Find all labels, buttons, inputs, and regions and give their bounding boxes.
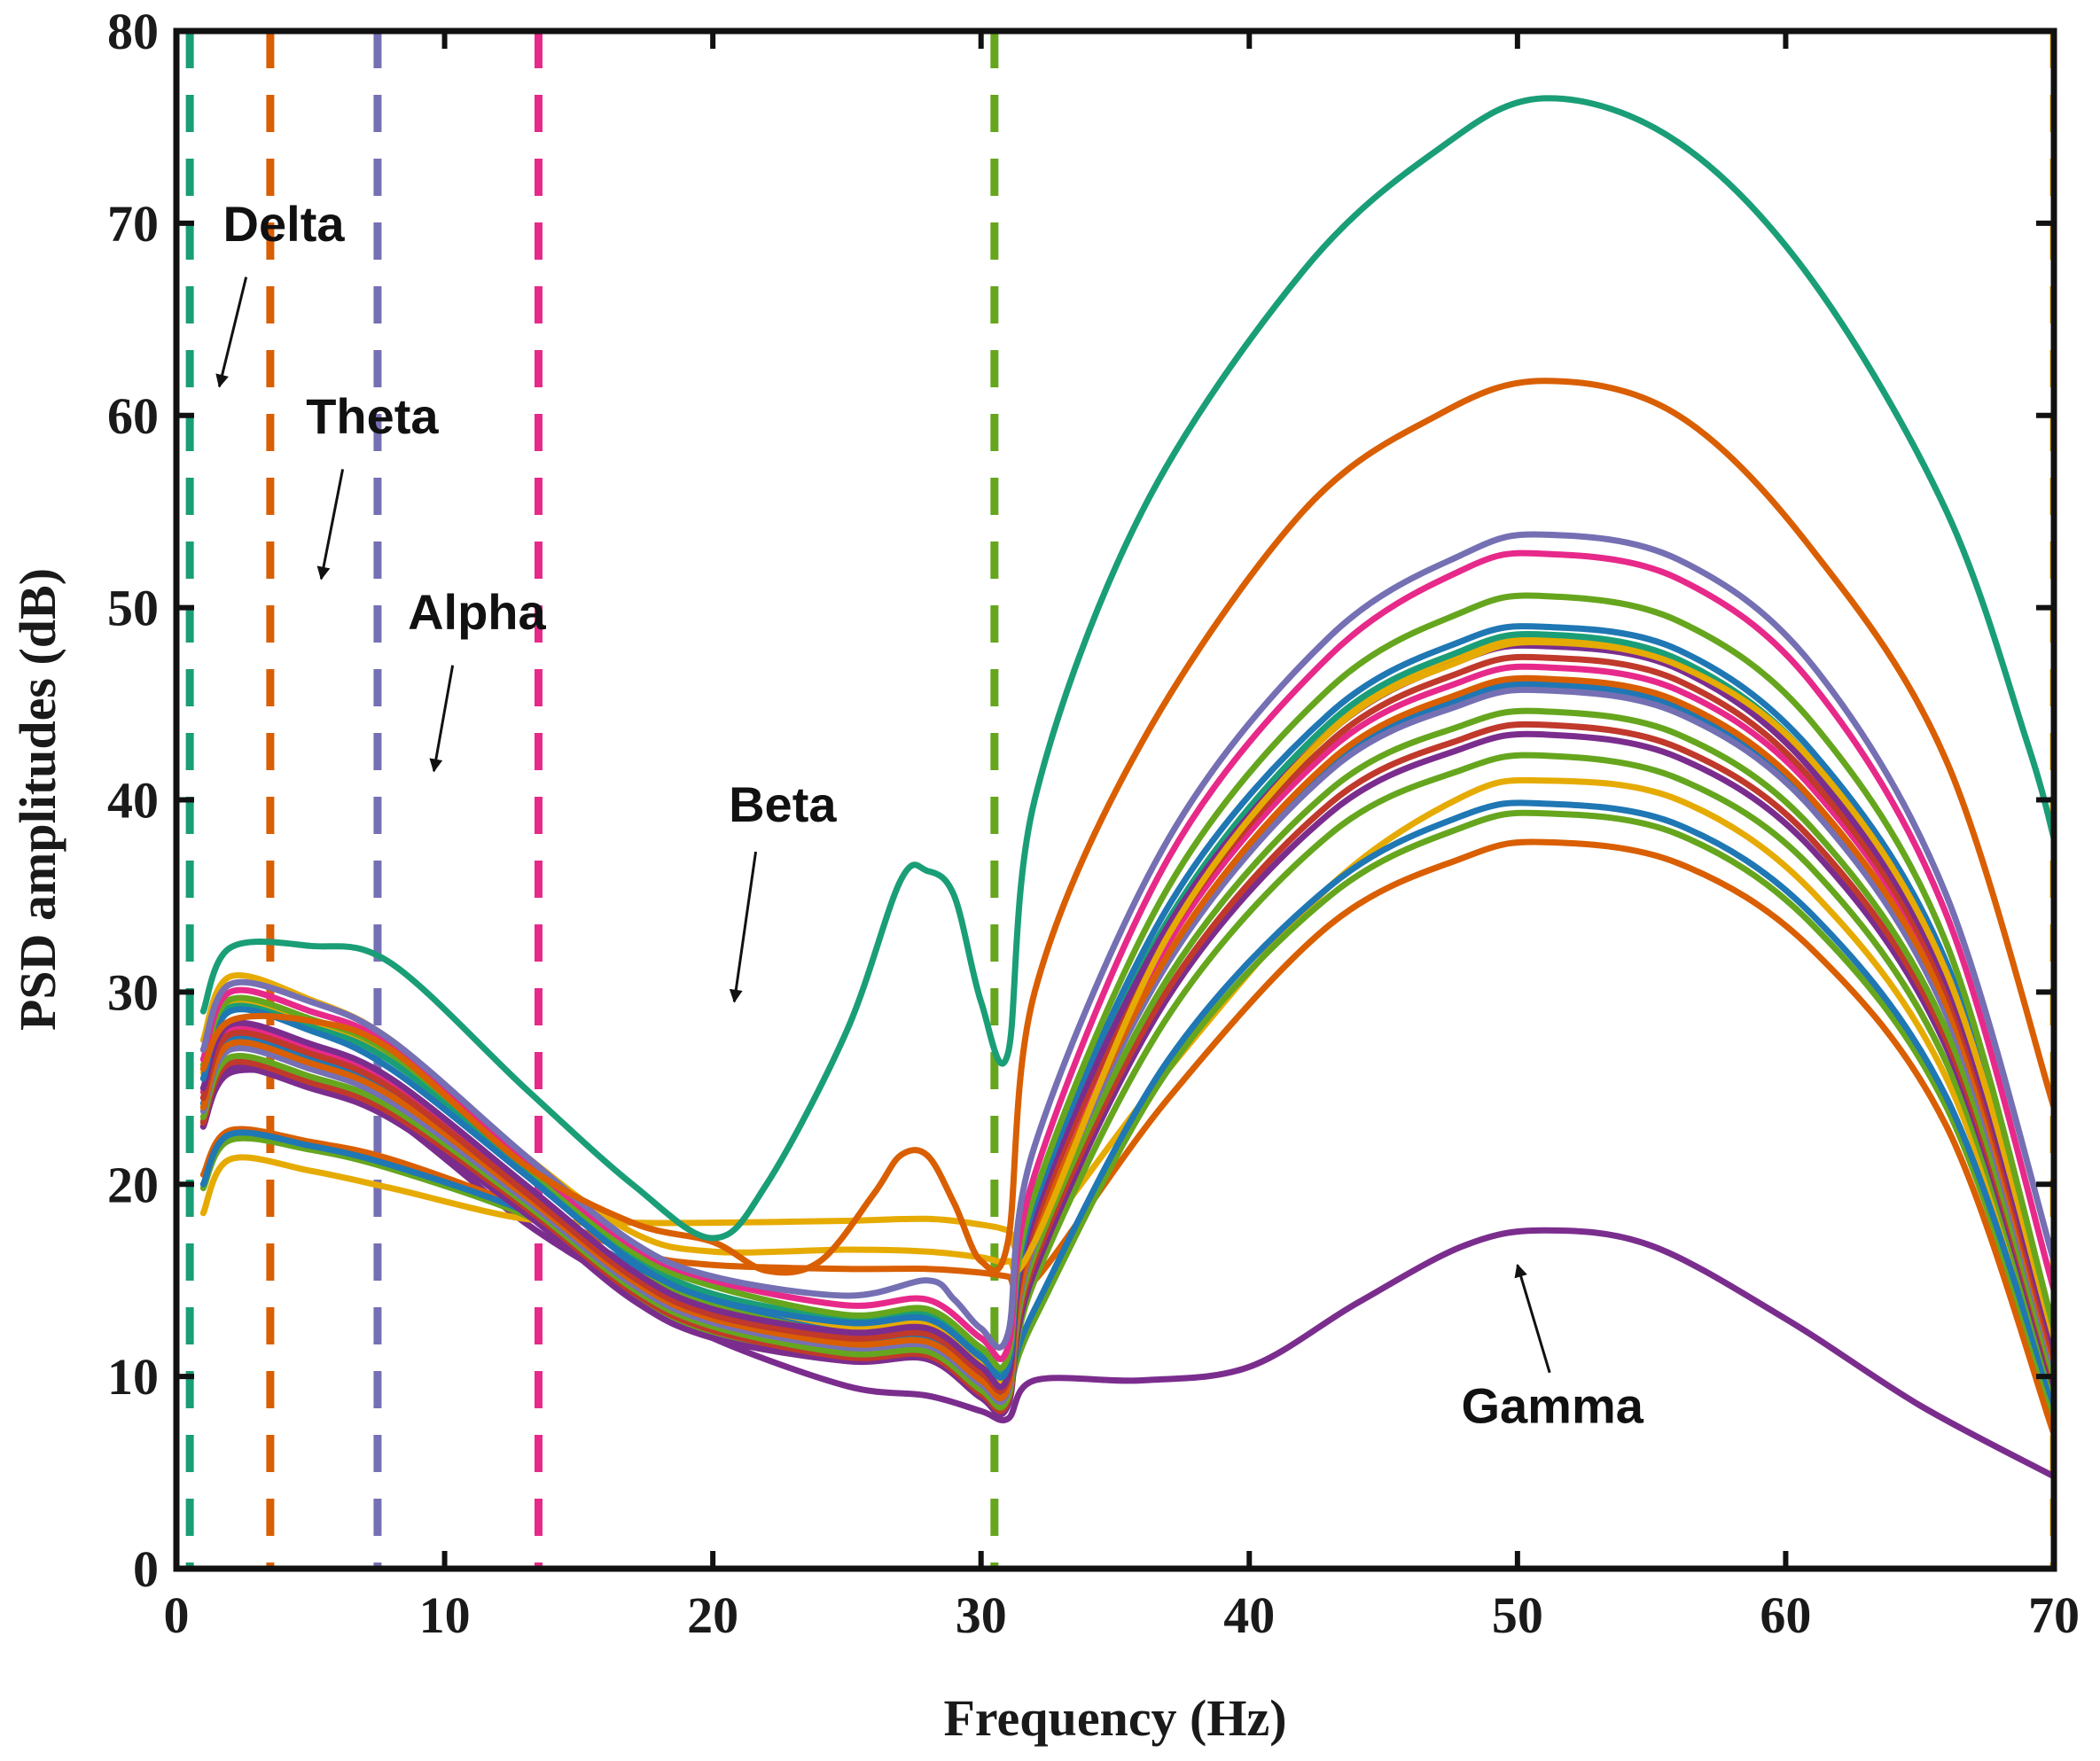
y-tick-label: 80 xyxy=(107,3,159,60)
y-tick-label: 40 xyxy=(107,772,159,830)
annotation-arrow-beta xyxy=(729,851,758,1003)
series-line-s18 xyxy=(199,730,2056,1418)
series-lines xyxy=(199,95,2056,1480)
series-line-s4 xyxy=(199,549,2056,1363)
annotation-arrow-theta xyxy=(316,469,345,581)
y-tick-label: 30 xyxy=(107,963,159,1021)
x-tick-label: 50 xyxy=(1492,1586,1543,1644)
y-tick-label: 70 xyxy=(107,195,159,253)
band-annotations: Delta Theta Alpha Beta Gamma xyxy=(215,196,1644,1434)
x-tick-label: 60 xyxy=(1760,1586,1811,1644)
x-tick-label: 70 xyxy=(2028,1586,2080,1644)
annotation-arrow-gamma xyxy=(1514,1263,1551,1374)
series-line-s20 xyxy=(199,799,2056,1409)
x-tick-label: 30 xyxy=(956,1586,1007,1644)
annotation-gamma: Gamma xyxy=(1461,1378,1643,1434)
series-line-s3 xyxy=(199,531,2056,1351)
x-tick-label: 40 xyxy=(1223,1586,1275,1644)
x-tick-label: 10 xyxy=(419,1586,471,1644)
annotation-beta: Beta xyxy=(729,776,837,832)
y-tick-label: 60 xyxy=(107,387,159,445)
annotation-arrow-delta xyxy=(215,277,248,388)
y-axis: 0 10 20 30 40 50 60 70 80 xyxy=(107,3,2054,1598)
x-tick-label: 20 xyxy=(687,1586,738,1644)
annotation-theta: Theta xyxy=(306,388,439,444)
series-line-s21 xyxy=(199,809,2056,1418)
y-tick-label: 20 xyxy=(107,1156,159,1213)
y-tick-label: 10 xyxy=(107,1348,159,1406)
series-line-s24 xyxy=(199,1066,2056,1480)
x-axis-title: Frequency (Hz) xyxy=(943,1689,1286,1747)
y-tick-label: 0 xyxy=(133,1540,159,1598)
x-tick-label: 0 xyxy=(164,1586,190,1644)
y-axis-title: PSD amplitudes (dB) xyxy=(9,568,66,1031)
x-axis: 0 10 20 30 40 50 60 70 xyxy=(164,31,2080,1644)
annotation-alpha: Alpha xyxy=(408,584,546,640)
annotation-arrow-alpha xyxy=(429,665,455,773)
y-tick-label: 50 xyxy=(107,580,159,637)
series-line-s2 xyxy=(199,378,2056,1276)
series-line-s1 xyxy=(199,95,2056,1242)
annotation-delta: Delta xyxy=(223,196,346,252)
